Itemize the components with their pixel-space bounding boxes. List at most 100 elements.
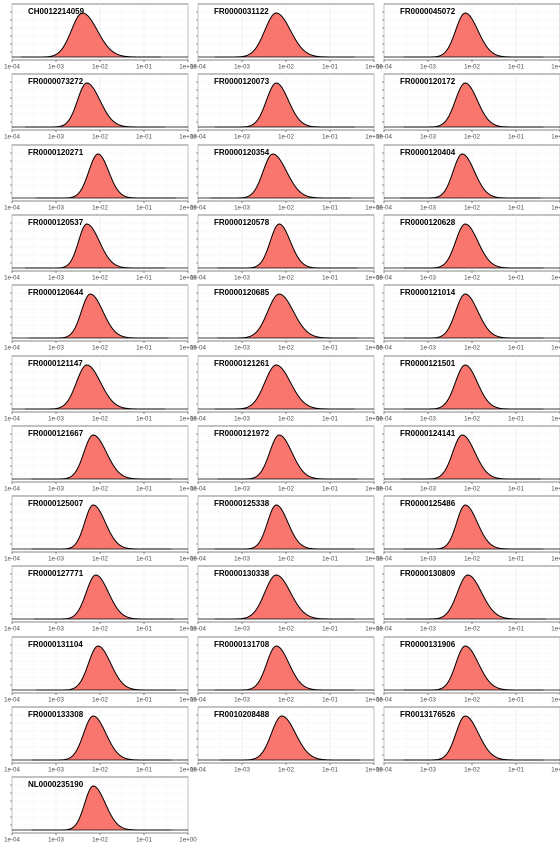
density-area: [214, 505, 355, 550]
x-tick-label: 1e-04: [376, 274, 392, 281]
x-tick-label: 1e-03: [234, 696, 250, 703]
x-tick-label: 1e-04: [4, 837, 20, 844]
x-tick-label: 1e-02: [92, 134, 108, 141]
x-tick-label: 1e-04: [376, 556, 392, 563]
x-tick-label: 1e+00: [365, 204, 383, 211]
facet-panel: 1e-04 1e-03 1e-02 1e-01 1e+00 FR0000045072: [376, 3, 560, 80]
panel-svg: 1e-04 1e-03 1e-02 1e-01 1e+00 FR0000121501: [376, 355, 560, 422]
x-tick-label: 1e-03: [48, 415, 64, 422]
facet-panel: 1e-04 1e-03 1e-02 1e-01 1e+00 FR0000120271: [4, 144, 197, 221]
density-area: [25, 83, 166, 128]
x-tick-label: 1e-01: [508, 64, 524, 71]
x-tick-label: 1e-03: [48, 204, 64, 211]
x-tick-label: 1e-02: [92, 696, 108, 703]
panel-title: FR0000120578: [214, 218, 270, 227]
panel-svg: 1e-04 1e-03 1e-02 1e-01 1e+00 FR0000124141: [376, 425, 560, 492]
panel-title: FR0000121261: [214, 359, 270, 368]
x-tick-label: 1e-01: [322, 626, 338, 633]
x-tick-label: 1e-01: [508, 274, 524, 281]
facet-panel: 1e-04 1e-03 1e-02 1e-01 1e+00 FR0000127771: [4, 566, 197, 642]
panel-svg: 1e-04 1e-03 1e-02 1e-01 1e+00 FR0000120271: [4, 144, 197, 211]
facet-panel: 1e-04 1e-03 1e-02 1e-01 1e+00 FR0000120537: [4, 214, 197, 291]
panel-title: FR0000120404: [400, 148, 456, 157]
panel-title: FR0000120172: [400, 77, 456, 86]
x-tick-label: 1e-04: [376, 64, 392, 71]
density-area: [25, 364, 166, 409]
density-area: [214, 13, 355, 57]
panel-svg: 1e-04 1e-03 1e-02 1e-01 1e+00 FR0010208488: [190, 706, 383, 774]
x-tick-label: 1e-02: [464, 204, 480, 211]
x-tick-label: 1e-01: [136, 837, 152, 844]
x-tick-label: 1e+00: [179, 204, 197, 211]
x-tick-label: 1e-04: [190, 134, 206, 141]
x-tick-label: 1e-03: [234, 134, 250, 141]
panel-svg: 1e-04 1e-03 1e-02 1e-01 1e+00 FR0000121972: [190, 425, 383, 492]
x-tick-label: 1e-04: [376, 204, 392, 211]
density-area: [211, 153, 352, 198]
panel-svg: 1e-04 1e-03 1e-02 1e-01 1e+00 FR0000120628: [376, 214, 560, 281]
panel-svg: 1e-04 1e-03 1e-02 1e-01 1e+00 FR0000130809: [376, 566, 560, 633]
facet-panel: 1e-04 1e-03 1e-02 1e-01 1e+00 FR0000121667: [4, 425, 197, 502]
x-tick-label: 1e-01: [322, 134, 338, 141]
x-tick-label: 1e+00: [365, 696, 383, 703]
facet-panel: 1e-04 1e-03 1e-02 1e-01 1e+00 FR0000121014: [376, 284, 560, 361]
density-area: [214, 575, 355, 620]
facet-panel: 1e-04 1e-03 1e-02 1e-01 1e+00 FR0013176526: [376, 706, 560, 783]
x-tick-label: 1e-04: [4, 415, 20, 422]
x-tick-label: 1e+00: [179, 837, 197, 844]
panel-title: FR0000120271: [28, 148, 84, 157]
x-tick-label: 1e-02: [464, 274, 480, 281]
x-tick-label: 1e-03: [420, 204, 436, 211]
facet-panel: 1e-04 1e-03 1e-02 1e-01 1e+00 FR0000125486: [376, 495, 560, 572]
x-tick-label: 1e-02: [278, 204, 294, 211]
panel-svg: 1e-04 1e-03 1e-02 1e-01 1e+00 CH0012214059: [4, 3, 197, 71]
facet-panel: 1e-04 1e-03 1e-02 1e-01 1e+00 FR0000120404: [376, 144, 560, 221]
x-tick-label: 1e-02: [278, 485, 294, 492]
facet-panel: 1e-04 1e-03 1e-02 1e-01 1e+00 FR0000133308: [4, 706, 197, 783]
x-tick-label: 1e-01: [508, 345, 524, 352]
facet-panel: 1e-04 1e-03 1e-02 1e-01 1e+00 FR0000130338: [190, 566, 383, 642]
x-tick-label: 1e-01: [136, 485, 152, 492]
panel-title: FR0000031122: [214, 7, 269, 16]
x-tick-label: 1e-01: [136, 274, 152, 281]
density-area: [36, 153, 177, 198]
density-area: [403, 83, 544, 128]
x-tick-label: 1e-02: [92, 274, 108, 281]
x-tick-label: 1e+00: [179, 134, 197, 141]
x-tick-label: 1e+00: [365, 134, 383, 141]
x-tick-label: 1e+00: [179, 64, 197, 71]
panel-svg: 1e-04 1e-03 1e-02 1e-01 1e+00 FR0000121667: [4, 425, 197, 492]
x-tick-label: 1e-02: [464, 134, 480, 141]
x-tick-label: 1e-01: [322, 485, 338, 492]
panel-svg: 1e-04 1e-03 1e-02 1e-01 1e+00 FR0000125007: [4, 495, 197, 563]
x-tick-label: 1e-04: [4, 696, 20, 703]
x-tick-label: 1e-04: [190, 767, 206, 774]
x-tick-label: 1e+00: [365, 274, 383, 281]
x-tick-label: 1e+00: [365, 767, 383, 774]
facet-panel: 1e-04 1e-03 1e-02 1e-01 1e+00 FR0000121147: [4, 355, 197, 432]
x-tick-label: 1e-03: [420, 626, 436, 633]
density-area: [403, 645, 544, 690]
facet-panel: 1e-04 1e-03 1e-02 1e-01 1e+00 FR0000121501: [376, 355, 560, 432]
panel-title: FR0000125338: [214, 499, 270, 508]
x-tick-label: 1e-02: [464, 485, 480, 492]
panel-title: NL0000235190: [28, 780, 84, 789]
x-tick-label: 1e-04: [4, 767, 20, 774]
x-tick-label: 1e-02: [464, 345, 480, 352]
x-tick-label: 1e-02: [92, 485, 108, 492]
panel-title: FR0000133308: [28, 710, 84, 719]
x-tick-label: 1e-01: [136, 345, 152, 352]
panel-title: FR0000124141: [400, 429, 456, 438]
x-tick-label: 1e-01: [322, 696, 338, 703]
density-area: [403, 364, 544, 409]
x-tick-label: 1e-03: [48, 274, 64, 281]
x-tick-label: 1e-04: [376, 696, 392, 703]
facet-panel: 1e-04 1e-03 1e-02 1e-01 1e+00 FR0000120073: [190, 73, 383, 150]
facet-panel: 1e-04 1e-03 1e-02 1e-01 1e+00 FR0000131708: [190, 636, 383, 713]
x-tick-label: 1e-04: [190, 626, 206, 633]
density-area: [217, 223, 358, 268]
x-tick-label: 1e-04: [376, 415, 392, 422]
x-tick-label: 1e-02: [464, 64, 480, 71]
facet-panel: 1e-04 1e-03 1e-02 1e-01 1e+00 FR0000031122: [190, 3, 383, 80]
x-tick-label: 1e-03: [420, 134, 436, 141]
